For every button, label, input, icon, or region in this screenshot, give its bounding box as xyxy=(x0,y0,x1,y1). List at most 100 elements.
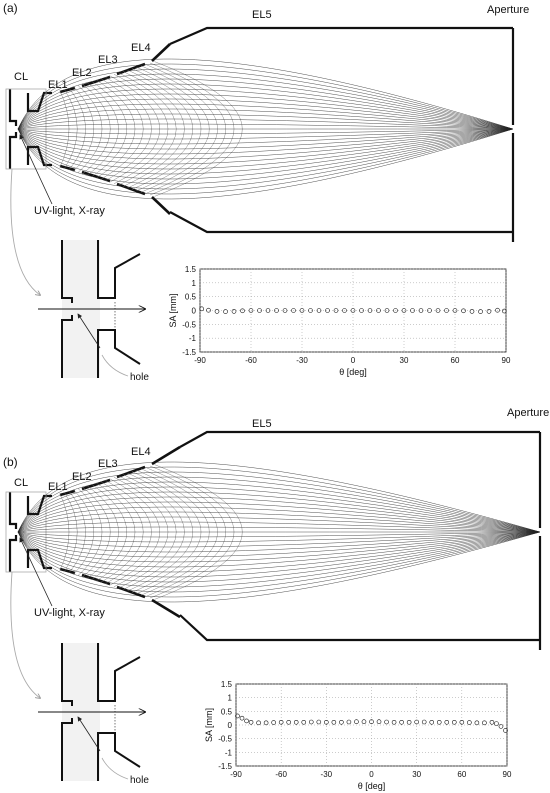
x-tick-label: 60 xyxy=(451,356,460,365)
x-tick-label: -30 xyxy=(296,356,308,365)
data-point xyxy=(333,308,339,313)
electron-trajectory xyxy=(17,486,541,533)
electron-trajectory xyxy=(17,521,541,533)
data-point xyxy=(257,308,262,313)
label-el2: EL2 xyxy=(72,67,92,79)
electron-trajectory xyxy=(17,128,514,170)
data-point xyxy=(265,308,271,313)
data-point xyxy=(278,719,284,725)
el5-electrode-top xyxy=(179,430,540,448)
data-point xyxy=(495,307,500,313)
electron-trajectory xyxy=(17,73,514,130)
x-tick-label: 90 xyxy=(503,770,512,779)
cathode-bottom xyxy=(8,535,18,572)
electron-trajectory xyxy=(17,128,514,140)
data-point xyxy=(199,306,204,312)
data-point xyxy=(282,308,288,313)
data-point xyxy=(263,720,269,726)
electron-trajectory xyxy=(17,466,541,533)
inset-pointer xyxy=(10,571,40,698)
y-axis-label: SA [mm] xyxy=(168,293,178,327)
data-point xyxy=(301,719,307,725)
data-point xyxy=(498,724,504,729)
electron-trajectory xyxy=(17,58,514,130)
electron-trajectory xyxy=(17,93,514,130)
electron-trajectory xyxy=(17,68,514,130)
data-point xyxy=(331,719,337,725)
x-tick-label: 30 xyxy=(400,356,409,365)
y-tick-label: 0 xyxy=(192,307,197,316)
data-point xyxy=(244,718,249,724)
data-point xyxy=(486,309,492,314)
data-point xyxy=(384,308,390,313)
inset-el1-top xyxy=(97,643,141,702)
data-point xyxy=(346,719,352,725)
x-tick-label: 90 xyxy=(502,356,511,365)
electron-trajectory xyxy=(17,476,541,533)
x-tick-label: -90 xyxy=(194,356,206,365)
electron-trajectory xyxy=(17,531,541,543)
sa-chart: -90 -60 -30 0 30 60 90 1.5 1 0.5 0 -0.5 -1 -1.5 θ [deg… xyxy=(204,680,512,791)
y-tick-label: -1 xyxy=(225,748,233,757)
electron-trajectory xyxy=(17,98,514,130)
panel-a: (a) CL EL1 EL2 EL3 EL4 EL5 Aperture UV-light, X-… xyxy=(3,1,529,383)
electron-trajectory xyxy=(17,78,514,130)
el1-flange-bottom xyxy=(26,548,52,570)
data-point xyxy=(291,308,296,313)
label-cl: CL xyxy=(14,477,28,489)
label-el4: EL4 xyxy=(131,446,151,458)
electron-trajectory xyxy=(17,511,541,533)
electron-trajectory xyxy=(17,531,541,578)
y-tick-label: -0.5 xyxy=(218,735,232,744)
electrode-el2-bottom xyxy=(81,170,111,183)
data-point xyxy=(376,308,381,313)
label-el4: EL4 xyxy=(131,42,151,54)
electron-trajectory xyxy=(17,113,514,130)
data-point xyxy=(325,308,330,313)
data-point xyxy=(444,308,449,313)
el1-flange-top xyxy=(26,494,52,516)
x-tick-label: -90 xyxy=(230,770,242,779)
data-point xyxy=(461,308,466,314)
x-tick-label: -60 xyxy=(275,770,287,779)
el5-electrode-top xyxy=(169,26,513,46)
hole-arrow xyxy=(77,716,101,752)
electrode-el4-top xyxy=(151,445,181,466)
data-point xyxy=(474,720,480,726)
electron-trajectory xyxy=(17,128,514,190)
panel-b: (b) CL EL1 EL2 EL3 EL4 EL5 Aperture UV-light, X-… xyxy=(3,407,549,791)
y-tick-label: -1 xyxy=(189,334,197,343)
data-point xyxy=(248,308,254,313)
data-point xyxy=(410,308,415,313)
cathode-top xyxy=(8,89,18,126)
cathode-bottom xyxy=(8,132,18,169)
y-tick-label: 0 xyxy=(228,721,233,730)
electron-trajectory xyxy=(17,128,514,160)
data-point xyxy=(223,309,228,314)
data-point xyxy=(342,308,347,313)
y-tick-label: -1.5 xyxy=(218,762,232,771)
cathode-top xyxy=(8,492,18,529)
data-point xyxy=(354,719,359,725)
electron-trajectory xyxy=(17,516,541,533)
y-tick-label: 1 xyxy=(228,694,233,703)
electron-trajectory xyxy=(17,128,514,185)
data-point xyxy=(401,308,407,313)
electron-trajectory xyxy=(17,506,541,533)
data-point xyxy=(206,307,211,313)
electron-trajectory xyxy=(17,128,514,155)
electron-trajectory xyxy=(17,531,541,563)
data-point xyxy=(361,719,367,725)
data-point xyxy=(324,719,329,725)
electron-trajectory xyxy=(17,531,541,558)
electron-trajectory xyxy=(17,496,541,533)
data-point xyxy=(482,720,487,726)
data-point xyxy=(367,308,373,313)
inset-cathode-top xyxy=(61,643,73,706)
electron-trajectory xyxy=(17,531,541,538)
label-aperture: Aperture xyxy=(507,407,549,419)
electron-trajectory xyxy=(17,118,514,130)
data-point xyxy=(274,308,279,313)
electrode-el2-top xyxy=(81,75,111,88)
data-point xyxy=(359,308,364,313)
